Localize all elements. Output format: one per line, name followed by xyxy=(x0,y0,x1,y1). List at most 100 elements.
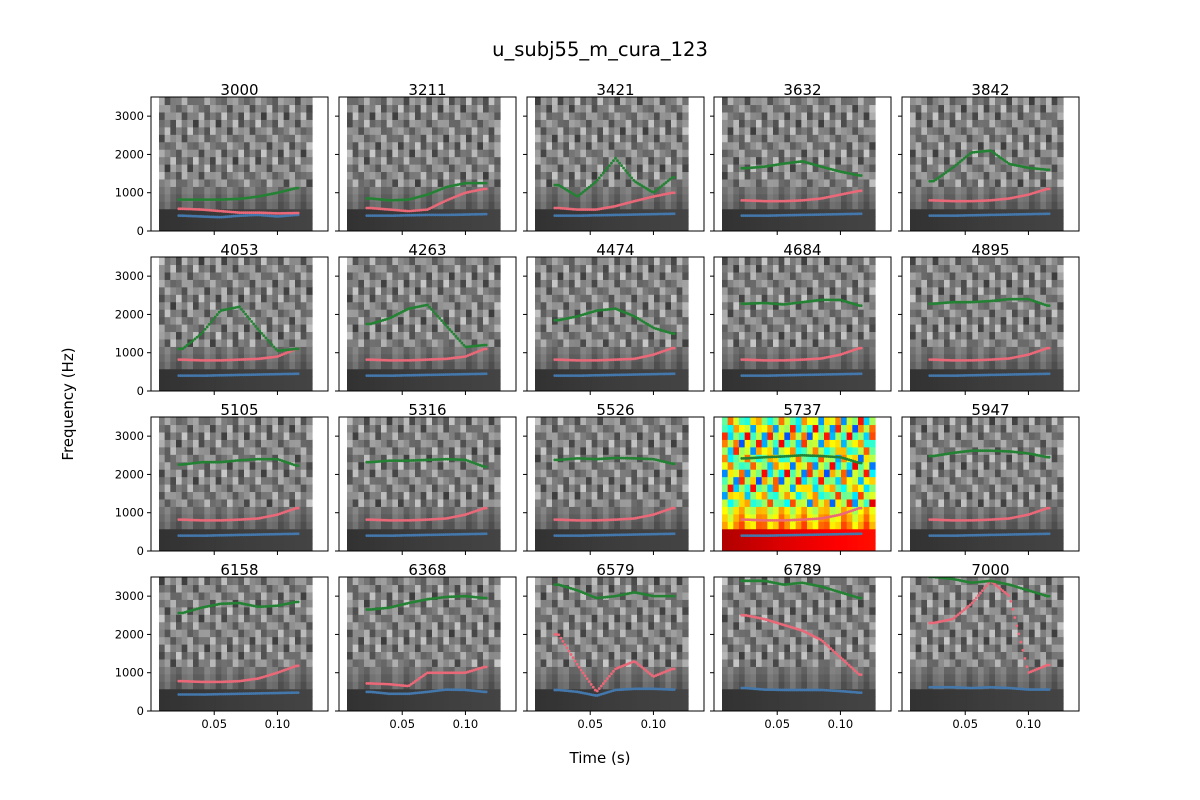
f3-point xyxy=(438,316,442,320)
f2-point xyxy=(179,358,183,362)
f1-point xyxy=(232,533,235,537)
f3-point xyxy=(762,455,766,459)
f1-point xyxy=(811,688,815,692)
f1-point xyxy=(593,694,597,697)
f1-point xyxy=(857,532,861,536)
f1-point xyxy=(268,691,272,695)
f2-track xyxy=(553,346,676,362)
f2-point xyxy=(553,633,557,636)
f1-point xyxy=(839,212,843,216)
f1-point xyxy=(375,374,379,378)
f1-point xyxy=(634,373,638,376)
f1-point xyxy=(825,688,829,692)
f3-point xyxy=(944,577,948,580)
f1-point xyxy=(640,212,644,216)
f2-point xyxy=(746,199,750,202)
f3-point xyxy=(983,449,986,453)
f1-point xyxy=(614,533,617,537)
f1-point xyxy=(1043,372,1047,376)
f3-point xyxy=(474,344,478,348)
f1-point xyxy=(1001,533,1005,537)
f1-point xyxy=(458,688,462,692)
f2-point xyxy=(978,591,982,595)
f3-point xyxy=(567,189,571,193)
f2-point xyxy=(740,518,744,522)
f2-point xyxy=(264,211,268,215)
f1-point xyxy=(934,374,938,378)
f1-track xyxy=(928,372,1051,378)
f2-point xyxy=(581,208,585,211)
f1-point xyxy=(599,213,603,217)
f2-point xyxy=(803,358,806,361)
f1-point xyxy=(855,532,859,536)
f2-point xyxy=(752,358,756,362)
f1-point xyxy=(742,686,746,690)
f1-point xyxy=(185,534,189,538)
f1-point xyxy=(995,373,998,377)
f3-point xyxy=(225,460,229,463)
f1-point xyxy=(292,532,296,536)
f1-point xyxy=(391,692,395,696)
f1-point xyxy=(397,214,401,217)
f2-point xyxy=(795,358,798,362)
f2-point xyxy=(248,357,252,361)
f2-point xyxy=(387,208,391,211)
f2-point xyxy=(565,518,569,522)
f1-point xyxy=(847,690,851,694)
f1-point xyxy=(1021,372,1025,376)
f3-point xyxy=(981,150,984,153)
f2-point xyxy=(1045,663,1049,667)
f2-point xyxy=(418,208,421,212)
f1-point xyxy=(383,214,387,218)
f1-point xyxy=(436,533,440,537)
f1-point xyxy=(1019,372,1023,376)
f1-point xyxy=(817,533,821,536)
f3-point xyxy=(658,594,662,598)
f1-point xyxy=(821,213,825,216)
f2-track xyxy=(740,506,863,522)
f3-point xyxy=(559,185,563,188)
f1-point xyxy=(387,214,391,218)
f1-point xyxy=(203,215,207,218)
f3-point xyxy=(446,595,450,599)
f2-point xyxy=(401,358,405,362)
f1-point xyxy=(672,688,676,691)
f2-point xyxy=(786,518,790,522)
f1-point xyxy=(583,214,587,217)
f1-point xyxy=(1045,532,1049,536)
f1-point xyxy=(389,374,393,378)
f1-point xyxy=(367,690,371,694)
f1-point xyxy=(934,534,938,538)
f1-point xyxy=(762,688,766,691)
f2-point xyxy=(740,613,744,617)
f1-point xyxy=(411,691,415,695)
f1-point xyxy=(395,534,399,537)
f1-point xyxy=(288,691,292,695)
f1-point xyxy=(181,214,185,218)
f1-point xyxy=(1031,372,1035,376)
f2-point xyxy=(983,358,986,362)
f1-point xyxy=(569,214,573,218)
f3-point xyxy=(403,198,407,202)
f3-point xyxy=(383,606,387,610)
f1-point xyxy=(387,534,391,538)
f1-point xyxy=(1001,213,1005,217)
f2-point xyxy=(801,198,804,202)
f3-point xyxy=(760,301,764,305)
f3-point xyxy=(646,457,650,461)
f1-point xyxy=(420,213,423,217)
f1-point xyxy=(630,373,634,376)
f1-point xyxy=(934,214,938,218)
f1-point xyxy=(616,213,619,217)
f3-point xyxy=(470,181,474,185)
f3-point xyxy=(636,457,640,460)
f1-point xyxy=(624,533,628,537)
f1-point xyxy=(790,213,794,217)
f1-point xyxy=(974,213,978,217)
f1-point xyxy=(606,533,609,537)
f3-point xyxy=(395,198,399,202)
f2-point xyxy=(195,518,199,522)
f1-point xyxy=(193,534,197,538)
f3-point xyxy=(857,304,861,307)
